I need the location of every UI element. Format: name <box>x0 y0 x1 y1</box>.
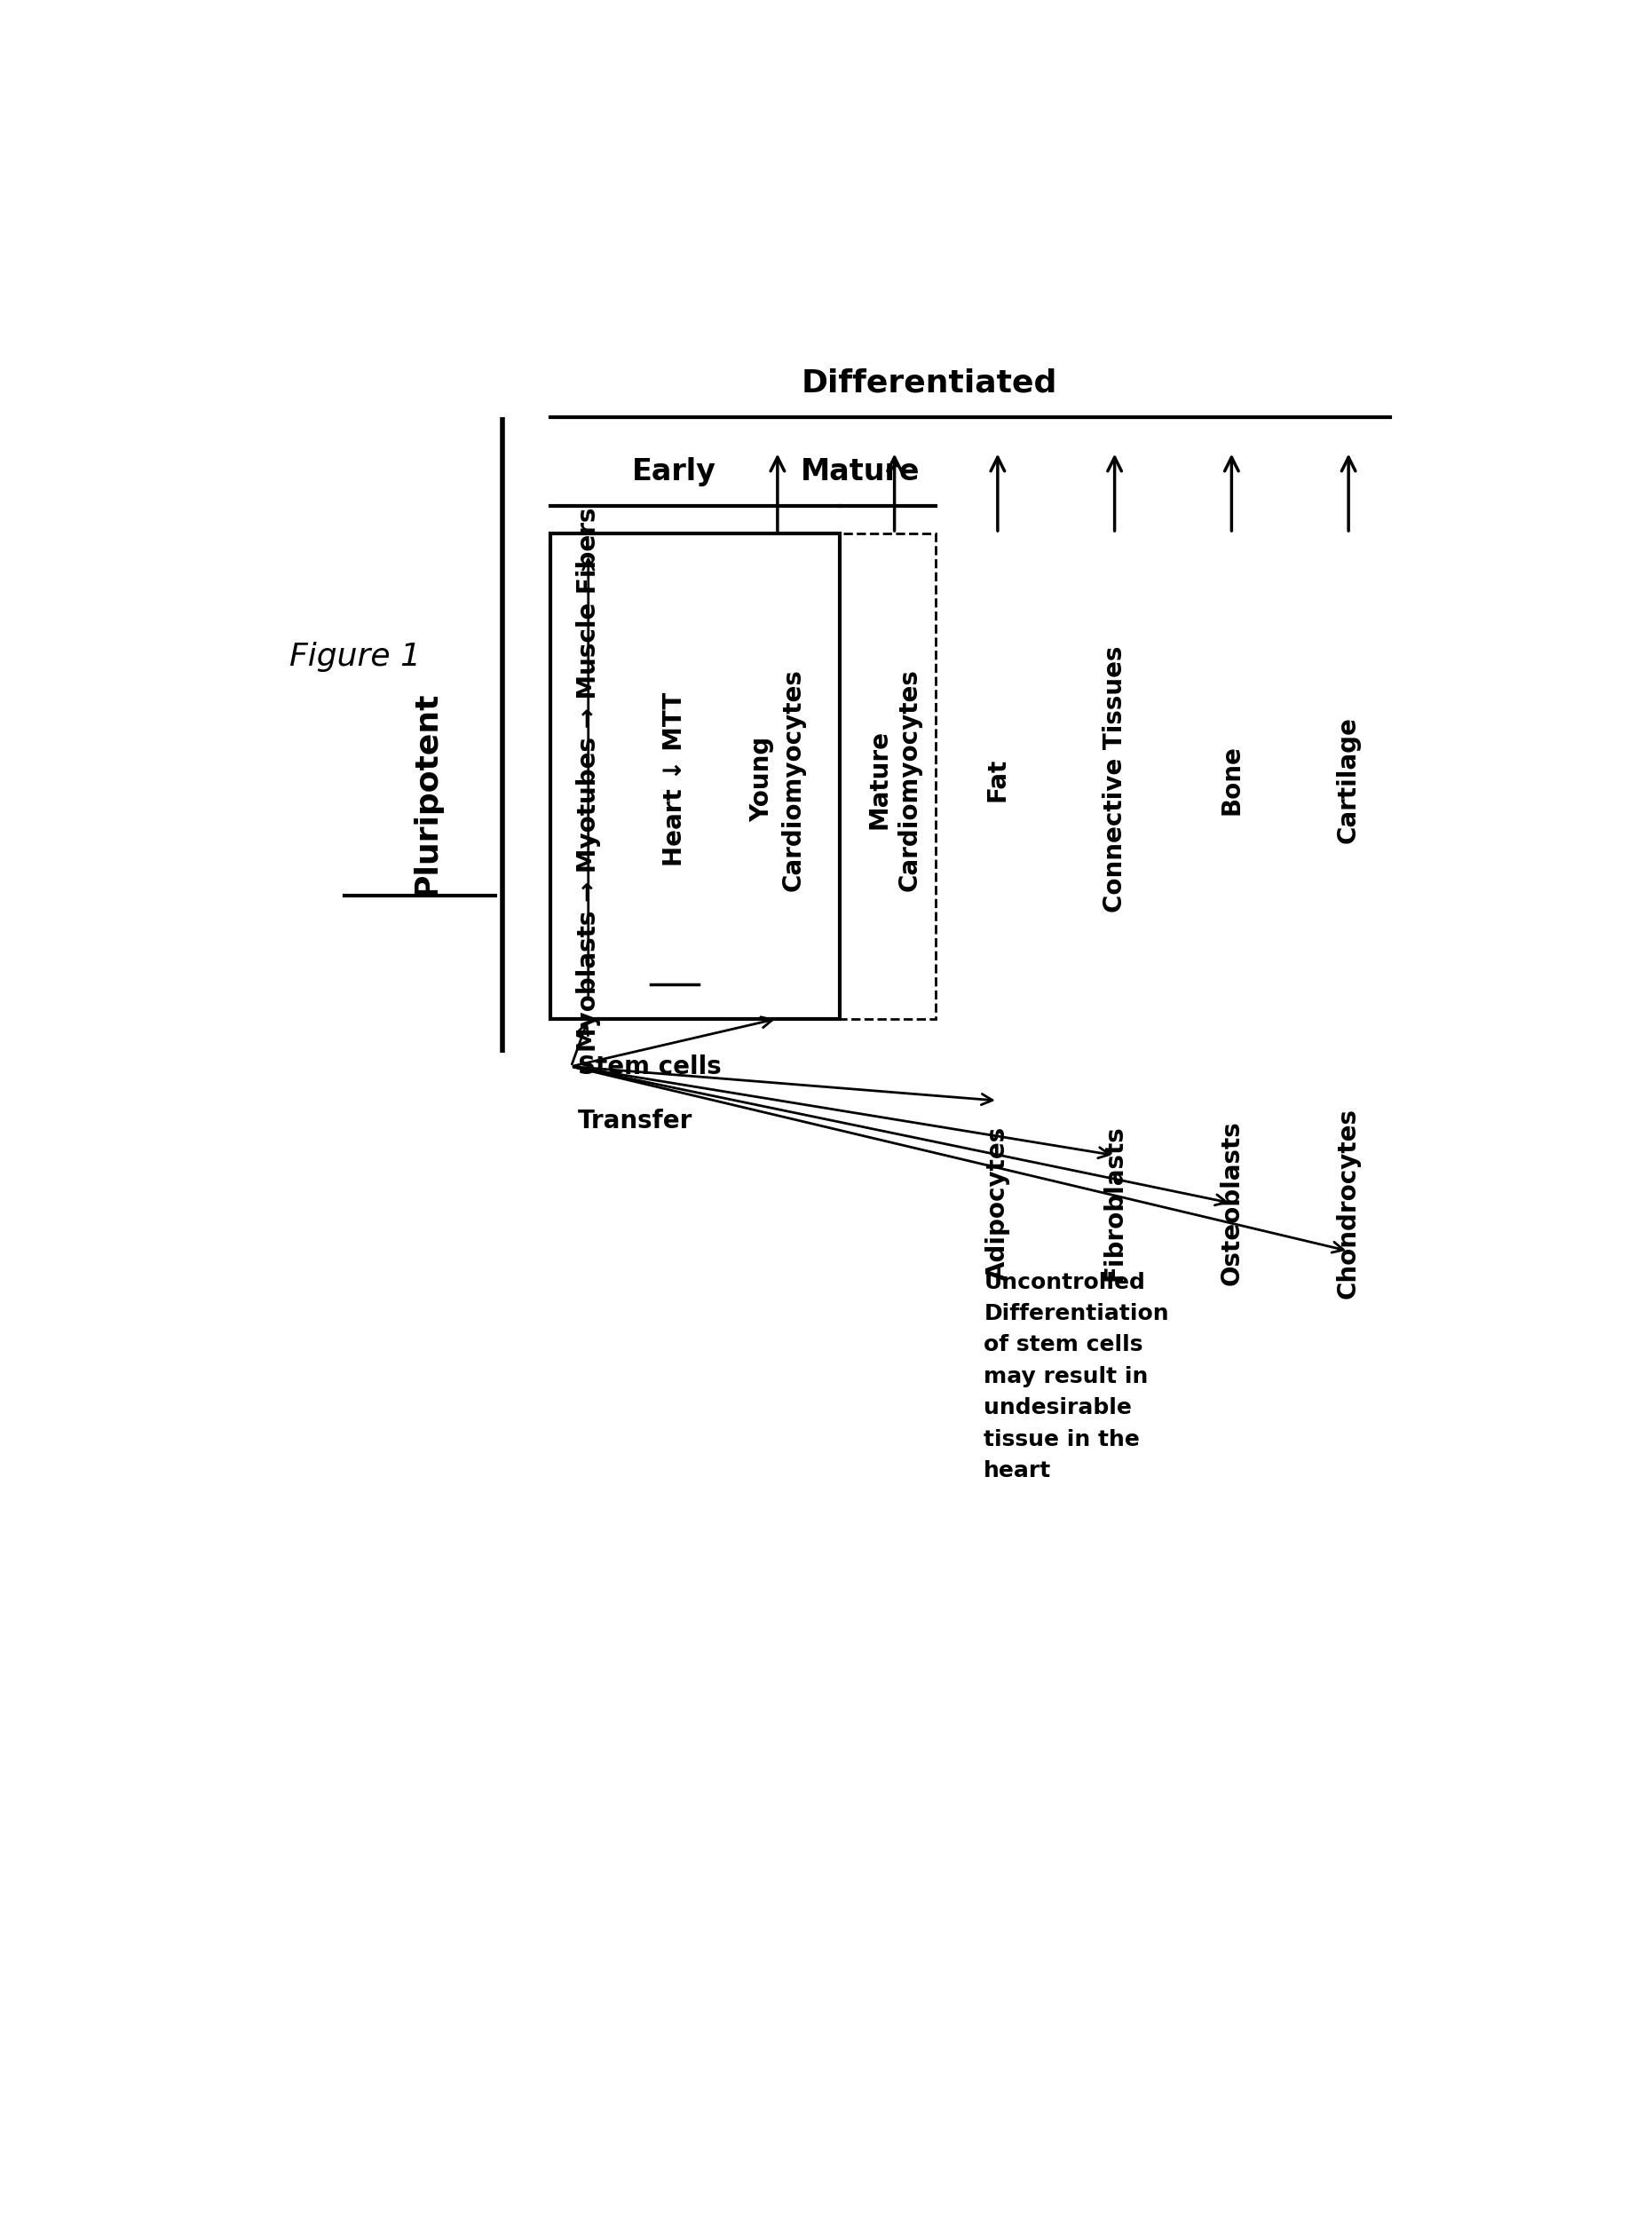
Text: Fibroblasts: Fibroblasts <box>1102 1124 1127 1281</box>
Text: Connective Tissues: Connective Tissues <box>1102 646 1127 912</box>
Text: Fat: Fat <box>985 758 1009 802</box>
Text: Mature: Mature <box>800 458 920 487</box>
Text: Stem cells: Stem cells <box>578 1055 722 1080</box>
Text: Young
Cardiomyocytes: Young Cardiomyocytes <box>750 668 805 892</box>
Text: Mature
Cardiomyocytes: Mature Cardiomyocytes <box>867 668 922 892</box>
Text: Bone: Bone <box>1219 744 1244 814</box>
Text: Adipocytes: Adipocytes <box>985 1126 1009 1281</box>
Text: Myoblasts → Myotubes → Muscle Fibers: Myoblasts → Myotubes → Muscle Fibers <box>577 507 601 1053</box>
Text: Differentiated: Differentiated <box>801 369 1057 398</box>
Text: Pluripotent: Pluripotent <box>411 691 441 896</box>
Text: Transfer: Transfer <box>578 1109 692 1133</box>
Bar <box>550 534 839 1019</box>
Text: Cartilage: Cartilage <box>1336 715 1361 843</box>
Text: Figure 1: Figure 1 <box>289 641 421 670</box>
Text: Early: Early <box>633 458 717 487</box>
Text: Uncontrolled
Differentiation
of stem cells
may result in
undesirable
tissue in t: Uncontrolled Differentiation of stem cel… <box>985 1272 1170 1482</box>
Text: Osteoblasts: Osteoblasts <box>1219 1120 1244 1285</box>
Text: Heart ↓ MTT: Heart ↓ MTT <box>662 693 687 867</box>
Text: Chondrocytes: Chondrocytes <box>1336 1109 1361 1299</box>
Bar <box>550 534 935 1019</box>
